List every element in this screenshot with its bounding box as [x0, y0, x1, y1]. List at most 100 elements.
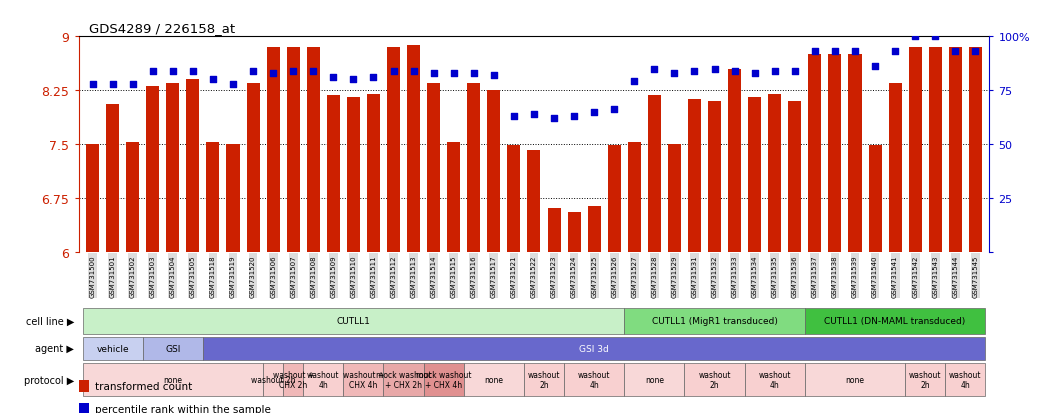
Bar — [246, 84, 260, 252]
Bar — [383, 363, 424, 396]
Bar — [147, 87, 159, 252]
Text: washout
2h: washout 2h — [909, 370, 941, 389]
Bar — [668, 145, 681, 252]
Bar — [889, 84, 901, 252]
Bar — [83, 337, 142, 360]
Point — [144, 68, 161, 75]
Text: none: none — [163, 375, 182, 384]
Text: transformed count: transformed count — [95, 381, 193, 391]
Bar — [869, 146, 882, 252]
Text: GDS4289 / 226158_at: GDS4289 / 226158_at — [89, 22, 236, 35]
Point — [125, 81, 141, 88]
Bar — [166, 84, 179, 252]
Point — [466, 70, 483, 77]
Point — [225, 81, 242, 88]
Point — [786, 68, 803, 75]
Text: washout 2h: washout 2h — [251, 375, 295, 384]
Point — [706, 66, 722, 73]
Bar — [304, 363, 343, 396]
Point — [425, 70, 442, 77]
Bar — [968, 48, 982, 252]
Point — [285, 68, 302, 75]
Point — [325, 75, 341, 81]
Bar — [407, 46, 420, 252]
Bar — [343, 363, 383, 396]
Point — [867, 64, 884, 71]
Bar — [83, 363, 263, 396]
Point — [346, 77, 362, 83]
Bar — [749, 98, 761, 252]
Bar — [624, 308, 805, 334]
Text: none: none — [485, 375, 504, 384]
Bar — [347, 98, 360, 252]
Bar — [685, 363, 744, 396]
Text: mock washout
+ CHX 2h: mock washout + CHX 2h — [376, 370, 431, 389]
Bar — [848, 55, 862, 252]
Bar — [387, 48, 400, 252]
Bar — [524, 363, 564, 396]
Text: washout +
CHX 4h: washout + CHX 4h — [342, 370, 384, 389]
Bar — [768, 95, 781, 252]
Bar — [648, 96, 661, 252]
Point — [164, 68, 181, 75]
Bar — [788, 102, 801, 252]
Bar — [744, 363, 805, 396]
Point — [907, 34, 923, 40]
Point — [245, 68, 262, 75]
Point — [105, 81, 121, 88]
Bar — [906, 363, 945, 396]
Text: washout
4h: washout 4h — [949, 370, 982, 389]
Bar — [424, 363, 464, 396]
Point — [666, 70, 683, 77]
Bar — [945, 363, 985, 396]
Bar — [909, 48, 921, 252]
Text: cell line ▶: cell line ▶ — [25, 316, 74, 326]
Bar — [487, 91, 500, 252]
Point — [686, 68, 703, 75]
Point — [847, 49, 864, 55]
Point — [486, 73, 503, 79]
Bar — [226, 145, 240, 252]
Point — [826, 49, 843, 55]
Point — [385, 68, 402, 75]
Point — [184, 68, 201, 75]
Text: agent ▶: agent ▶ — [36, 344, 74, 354]
Bar — [283, 363, 304, 396]
Text: CUTLL1 (DN-MAML transduced): CUTLL1 (DN-MAML transduced) — [824, 316, 965, 325]
Text: washout
2h: washout 2h — [528, 370, 560, 389]
Text: protocol ▶: protocol ▶ — [24, 375, 74, 385]
Point — [646, 66, 663, 73]
Point — [545, 116, 562, 122]
Bar — [447, 143, 461, 252]
Point — [606, 107, 623, 114]
Point — [927, 34, 943, 40]
Text: washout +
CHX 2h: washout + CHX 2h — [272, 370, 314, 389]
Text: none: none — [645, 375, 664, 384]
Bar — [79, 380, 89, 392]
Point — [526, 111, 542, 118]
Text: CUTLL1: CUTLL1 — [336, 316, 371, 325]
Bar — [186, 80, 199, 252]
Bar — [86, 145, 99, 252]
Text: GSI 3d: GSI 3d — [579, 344, 609, 353]
Bar — [808, 55, 822, 252]
Point — [84, 81, 101, 88]
Bar — [327, 96, 340, 252]
Point — [204, 77, 221, 83]
Bar — [688, 100, 701, 252]
Point — [626, 79, 643, 85]
Point — [766, 68, 783, 75]
Bar — [929, 48, 941, 252]
Bar — [267, 48, 280, 252]
Bar — [828, 55, 842, 252]
Bar — [366, 95, 380, 252]
Bar — [567, 213, 581, 252]
Text: washout
2h: washout 2h — [698, 370, 731, 389]
Text: mock washout
+ CHX 4h: mock washout + CHX 4h — [416, 370, 471, 389]
Bar — [127, 143, 139, 252]
Text: none: none — [846, 375, 865, 384]
Bar — [949, 48, 962, 252]
Bar — [203, 337, 985, 360]
Text: GSI: GSI — [165, 344, 180, 353]
Point — [565, 113, 582, 120]
